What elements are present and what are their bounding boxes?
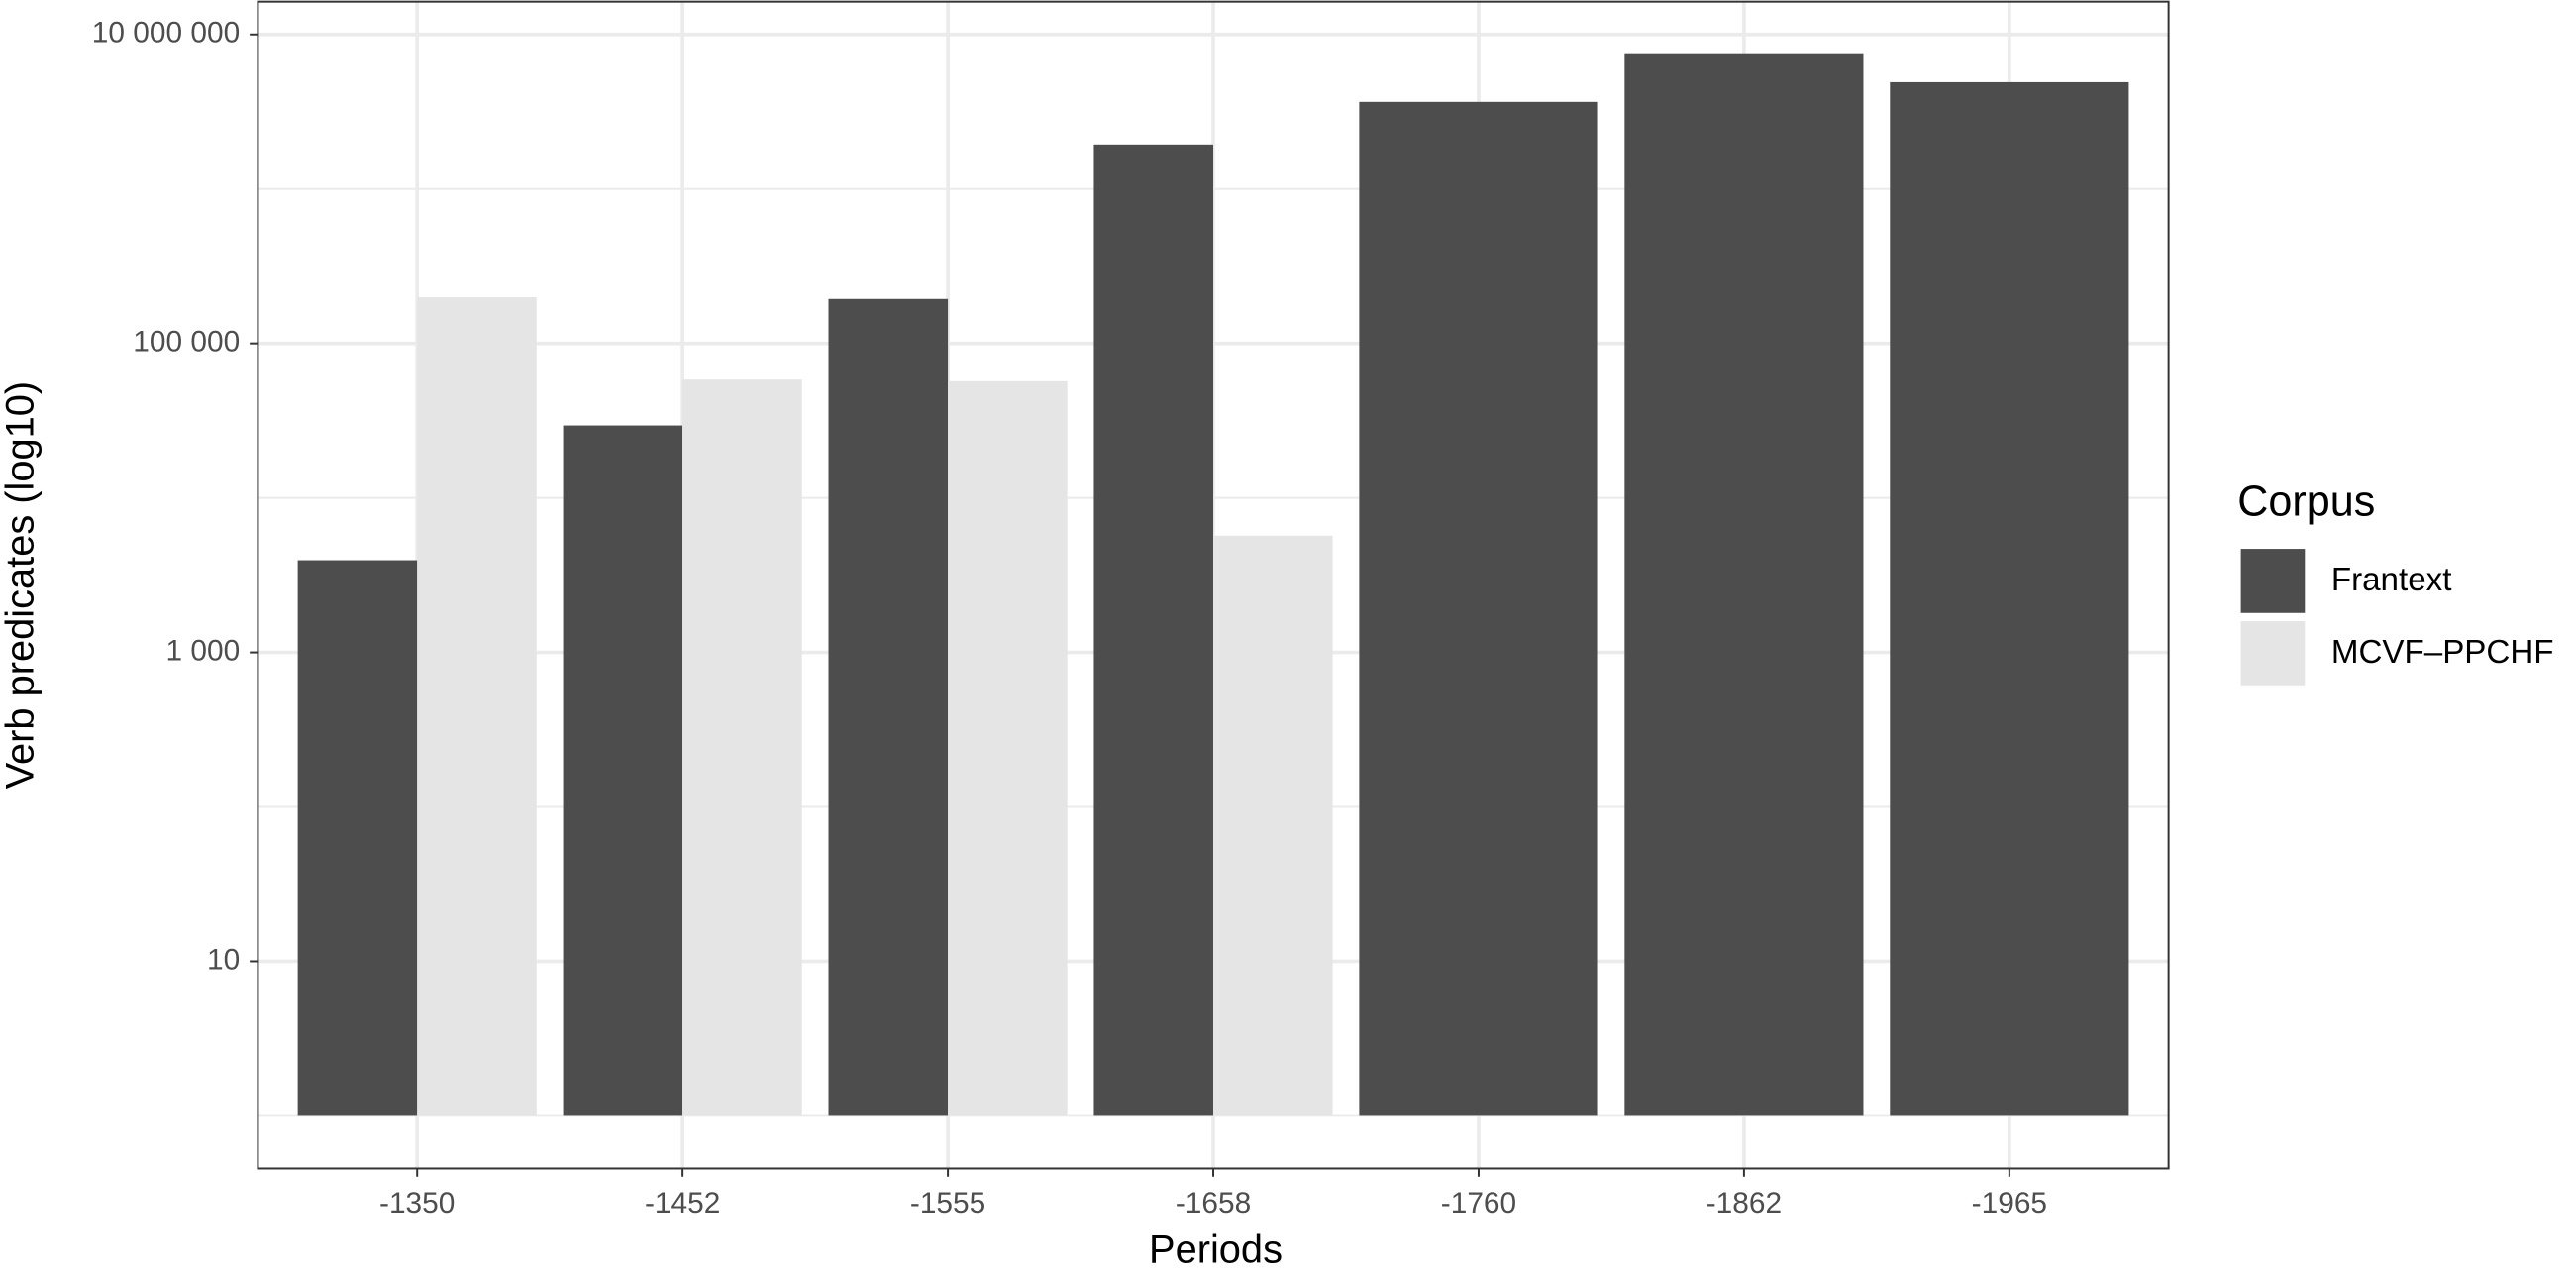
x-tick-label: -1350 — [379, 1187, 455, 1219]
x-tick-label: -1658 — [1176, 1187, 1251, 1219]
bar — [417, 297, 537, 1116]
y-tick-label: 10 — [207, 943, 240, 976]
x-tick-label: -1452 — [645, 1187, 720, 1219]
x-axis-title: Periods — [1149, 1228, 1283, 1268]
legend-key — [2240, 621, 2306, 686]
x-tick-label: -1555 — [910, 1187, 985, 1219]
y-tick-label: 10 000 000 — [92, 17, 240, 50]
bar — [682, 379, 802, 1116]
bar — [828, 298, 949, 1116]
bar — [1093, 144, 1214, 1116]
panel-border — [257, 0, 2170, 1170]
bar — [1624, 53, 1864, 1116]
y-axis-title: Verb predicates (log10) — [0, 381, 43, 789]
bar — [297, 560, 418, 1116]
legend-key — [2240, 549, 2306, 613]
legend-label: Frantext — [2331, 562, 2452, 598]
legend-title: Corpus — [2237, 478, 2375, 526]
y-tick-label: 1 000 — [165, 634, 240, 667]
bar — [563, 425, 683, 1116]
y-tick-label: 100 000 — [133, 326, 240, 359]
bar — [1890, 81, 2129, 1116]
bar — [1359, 101, 1598, 1116]
bar — [1213, 535, 1333, 1116]
x-tick-label: -1862 — [1706, 1187, 1782, 1219]
bar — [948, 380, 1068, 1116]
legend-label: MCVF–PPCHF — [2331, 634, 2554, 671]
x-tick-label: -1965 — [1972, 1187, 2047, 1219]
x-tick-label: -1760 — [1441, 1187, 1516, 1219]
